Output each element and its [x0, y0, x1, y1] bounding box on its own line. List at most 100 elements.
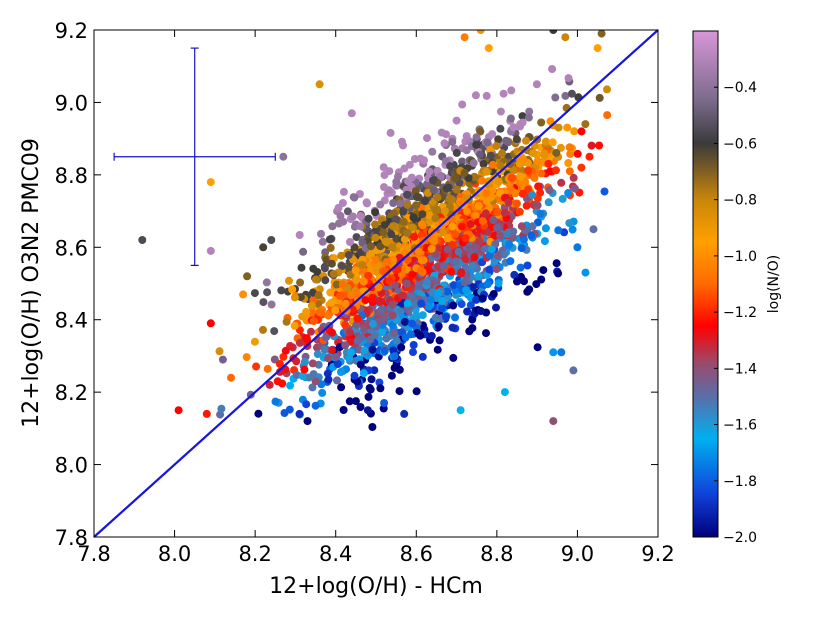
data-point	[326, 288, 335, 297]
data-point	[511, 189, 520, 198]
data-point	[410, 155, 419, 163]
data-point	[515, 207, 524, 216]
data-point	[433, 193, 442, 202]
colorbar-label: log(N/O)	[766, 255, 782, 313]
data-point	[439, 262, 448, 270]
data-point	[285, 405, 294, 414]
data-point	[417, 256, 426, 265]
data-point	[298, 371, 307, 380]
data-point	[448, 137, 457, 146]
data-point	[414, 247, 423, 256]
data-point	[424, 302, 433, 311]
y-tick-label: 8.2	[55, 381, 88, 405]
colorbar-tick-label: −1.6	[723, 418, 757, 434]
data-point	[270, 327, 279, 336]
data-point	[518, 178, 527, 187]
colorbar-tick-label: −1.4	[723, 361, 757, 377]
data-point	[448, 222, 457, 231]
data-point	[343, 207, 352, 216]
data-point	[360, 346, 369, 355]
data-point	[387, 230, 396, 239]
data-point	[496, 107, 505, 116]
data-point	[379, 163, 388, 172]
data-point	[396, 307, 405, 316]
data-point	[389, 209, 398, 218]
data-point	[282, 317, 291, 326]
data-point	[556, 143, 565, 152]
data-point	[327, 298, 336, 307]
data-point	[505, 240, 514, 249]
colorbar-tick-label: −0.4	[723, 80, 757, 96]
data-point	[309, 264, 318, 273]
data-point	[482, 329, 490, 338]
data-point	[398, 291, 407, 300]
data-point	[416, 266, 425, 275]
data-point	[442, 312, 450, 321]
data-point	[447, 195, 456, 204]
data-point	[449, 353, 458, 362]
data-point	[385, 276, 394, 285]
x-tick-label: 8.2	[238, 542, 271, 566]
data-point	[534, 182, 543, 191]
data-point	[472, 133, 481, 142]
data-point	[367, 375, 376, 384]
data-point	[540, 237, 549, 246]
data-point	[517, 222, 526, 231]
data-point	[303, 335, 311, 344]
data-point	[537, 169, 546, 178]
data-point	[380, 399, 389, 407]
data-point	[516, 120, 525, 129]
data-point	[507, 86, 516, 95]
data-point	[493, 251, 502, 260]
data-point	[362, 198, 371, 207]
data-point	[573, 149, 582, 158]
data-point	[400, 409, 409, 418]
y-axis-label: 12+log(O/H) O3N2 PMC09	[19, 138, 44, 428]
data-point	[597, 30, 606, 38]
data-point	[320, 345, 329, 354]
data-point	[460, 168, 469, 177]
data-point	[569, 173, 578, 182]
data-point	[546, 167, 554, 176]
data-point	[300, 358, 309, 366]
data-point	[454, 247, 463, 256]
data-point	[581, 120, 590, 129]
data-point	[532, 80, 541, 89]
data-point	[408, 319, 417, 328]
data-point	[544, 159, 553, 168]
data-point	[408, 270, 417, 279]
data-point	[476, 307, 485, 315]
data-point	[418, 352, 427, 361]
data-point	[564, 189, 573, 197]
data-point	[481, 244, 489, 253]
data-point	[215, 347, 224, 356]
data-point	[352, 276, 361, 285]
data-point	[462, 286, 471, 294]
data-point	[525, 107, 534, 116]
data-point	[217, 404, 226, 413]
data-point	[460, 278, 469, 287]
colorbar-tick-label: −1.0	[723, 249, 757, 265]
colorbar-tick-label: −0.8	[723, 193, 757, 209]
data-point	[364, 392, 373, 401]
data-point	[380, 183, 388, 192]
data-point	[442, 184, 451, 193]
data-point	[410, 232, 419, 241]
data-point	[434, 288, 443, 297]
data-point	[254, 409, 263, 418]
data-point	[290, 293, 299, 302]
data-point	[438, 304, 447, 313]
data-point	[472, 140, 481, 149]
data-point	[389, 222, 397, 231]
data-point	[307, 301, 316, 310]
data-point	[509, 166, 518, 174]
data-point	[174, 406, 183, 415]
data-point	[510, 270, 519, 279]
data-point	[409, 213, 418, 222]
data-point	[468, 315, 477, 324]
data-point	[508, 233, 517, 242]
data-point	[544, 198, 553, 207]
data-point	[565, 167, 574, 176]
data-point	[311, 401, 320, 410]
y-tick-label: 8.6	[55, 236, 88, 260]
